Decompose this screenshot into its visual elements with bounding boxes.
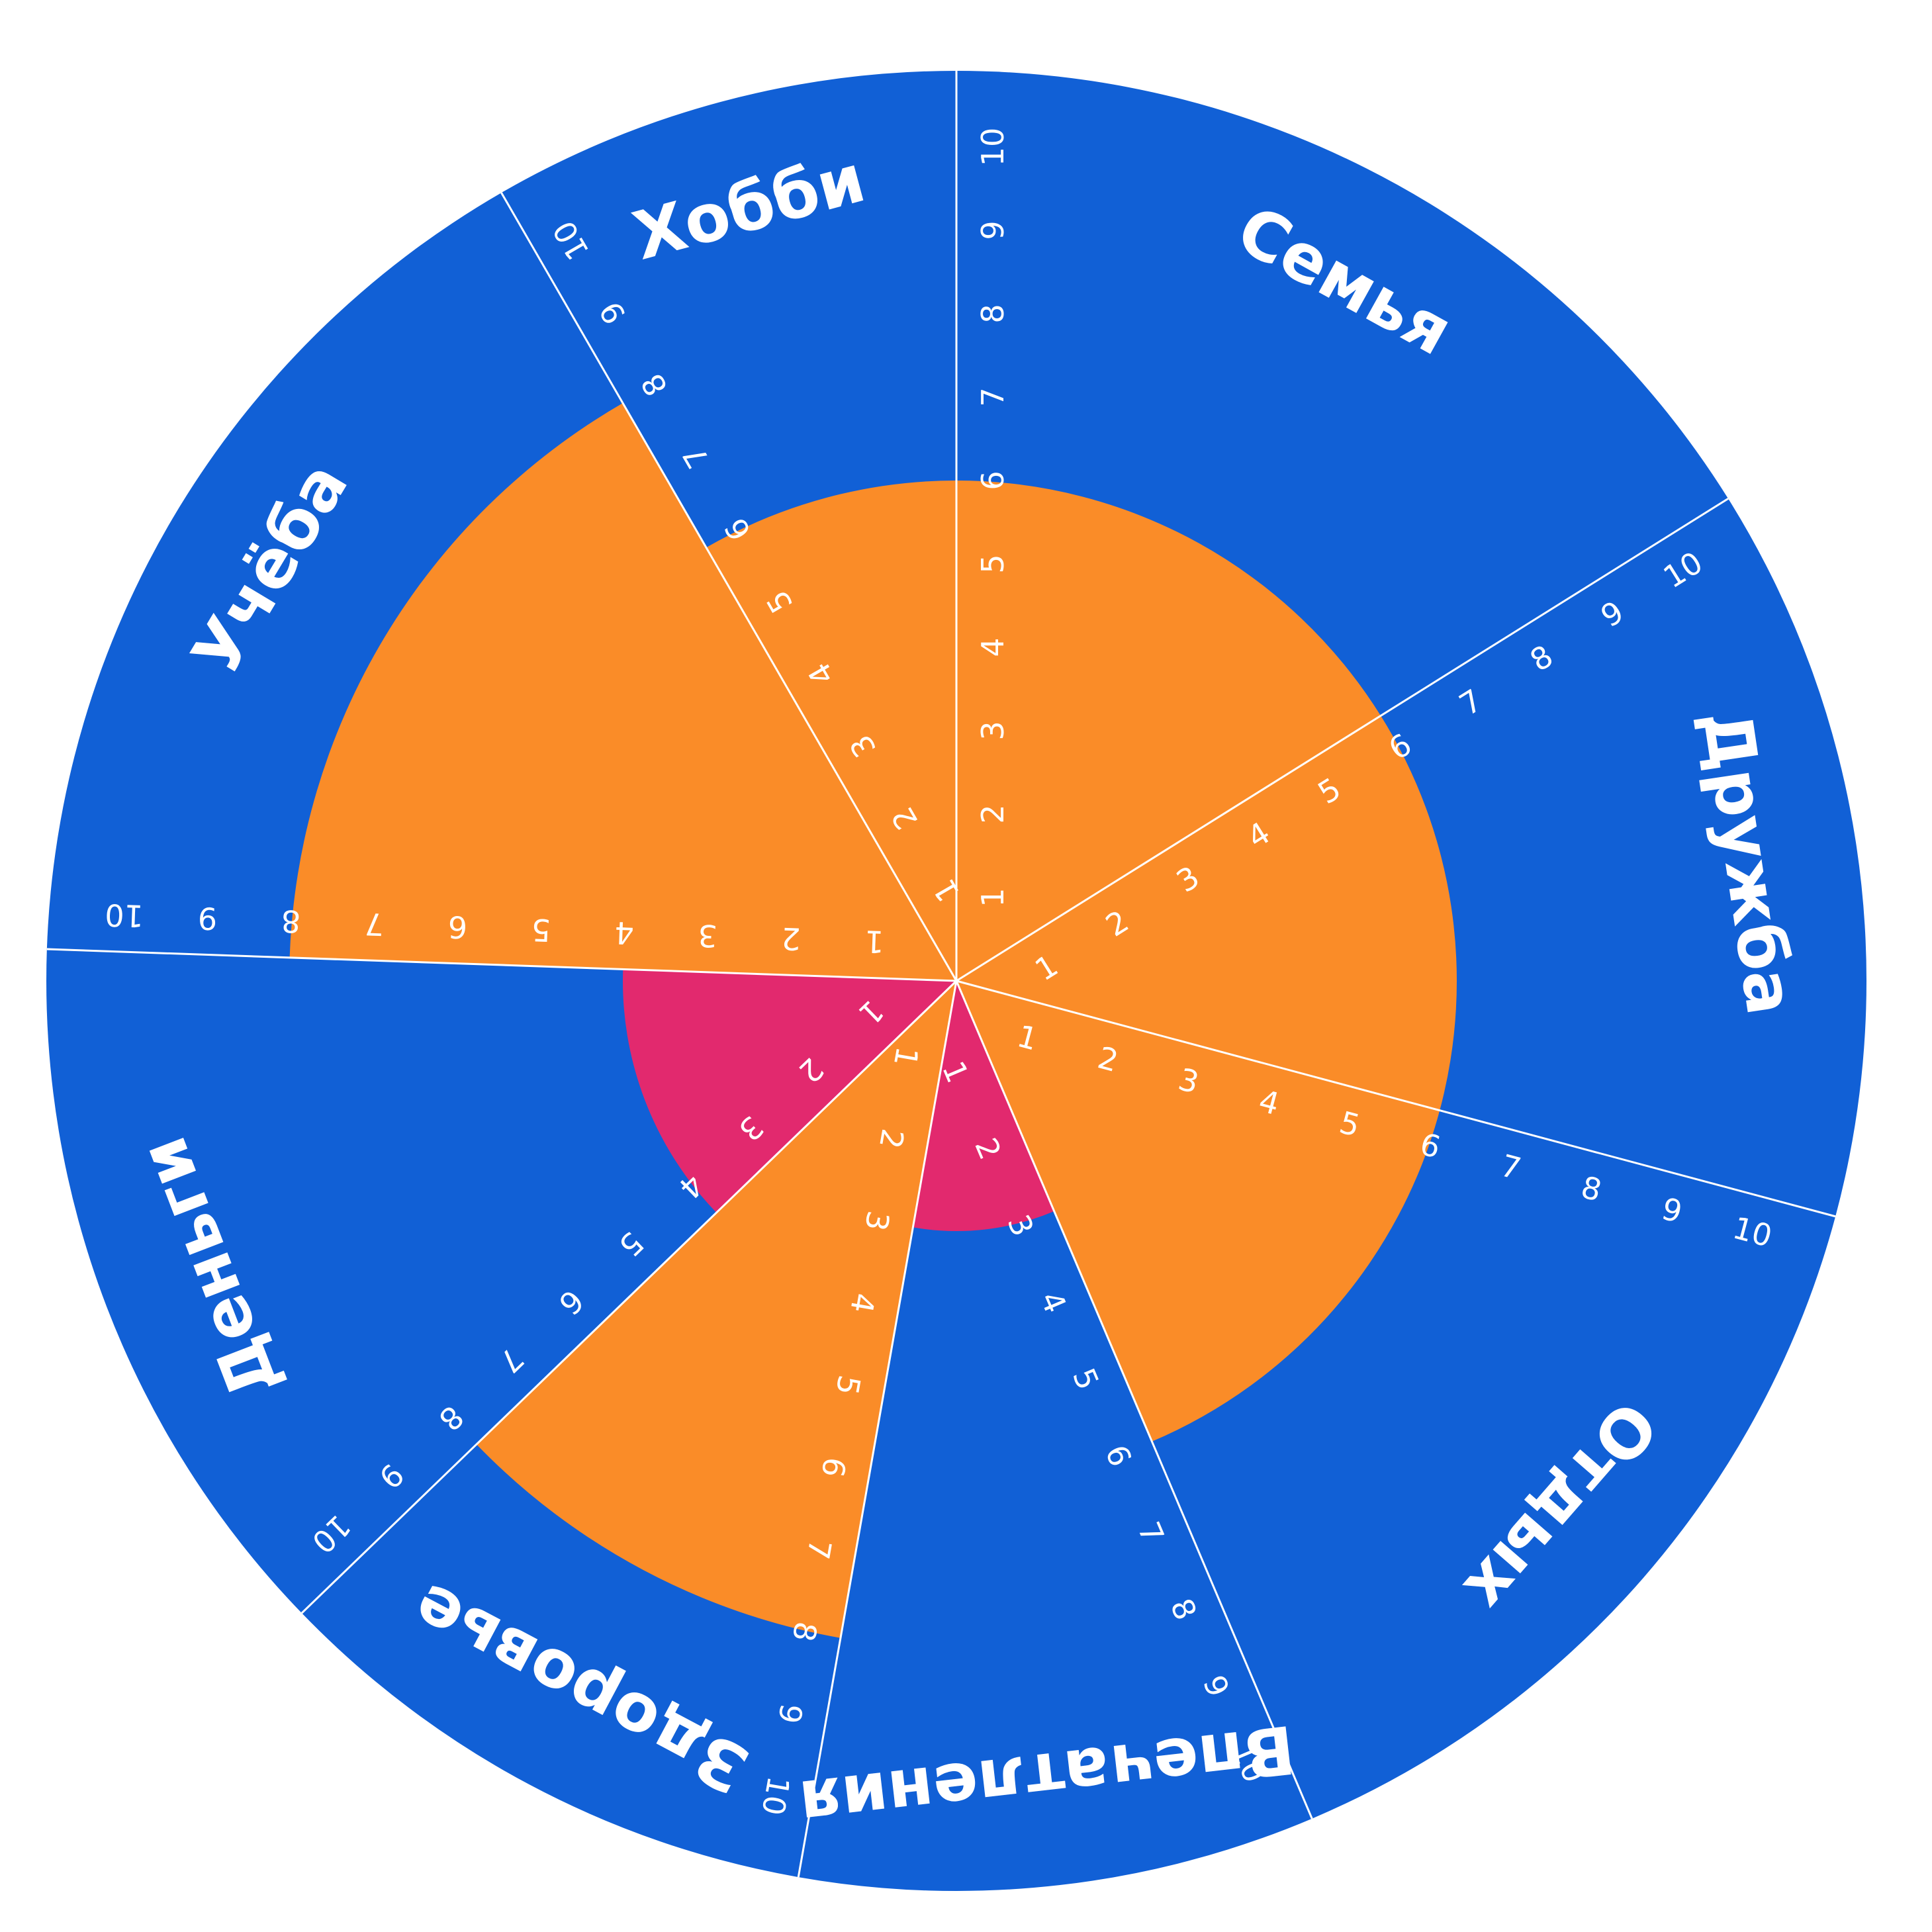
sector-1-tick-label: 4	[975, 637, 1011, 657]
sector-7-tick-label: 1	[864, 923, 884, 960]
sector-1-value-bar	[956, 481, 1381, 981]
sector-1-tick-label: 3	[975, 721, 1011, 740]
sector-7-tick-label: 10	[104, 897, 144, 934]
sector-1-tick-label: 9	[975, 220, 1011, 240]
sector-8-value-bar	[706, 481, 956, 981]
sector-1-tick-label: 1	[975, 888, 1011, 907]
sector-1-tick-label: 7	[975, 387, 1011, 406]
sector-5-value-bar	[476, 981, 956, 1638]
sector-7-tick-label: 7	[364, 906, 385, 943]
sector-1-tick-label: 2	[975, 804, 1011, 823]
sector-7-tick-label: 4	[614, 915, 635, 951]
sector-3-separator	[956, 980, 1836, 1218]
sector-7-tick-label: 3	[698, 917, 718, 954]
sector-1-tick-label: 5	[975, 554, 1011, 573]
sector-7-separator	[46, 948, 957, 982]
sector-2-separator	[956, 498, 1729, 982]
sector-5-tick-label: 10	[755, 1774, 796, 1818]
sector-3-value-bar	[956, 981, 1440, 1442]
sector-1-tick-label: 6	[975, 471, 1011, 490]
separator-layer	[46, 71, 1836, 1878]
sector-4-separator	[955, 980, 1313, 1819]
sector-7-tick-label: 5	[531, 912, 551, 948]
sector-4-value-bar	[913, 981, 1054, 1232]
sector-1-tick-label: 10	[975, 128, 1011, 167]
sector-8-separator	[500, 192, 958, 982]
value-layer	[289, 403, 1457, 1638]
sector-7-tick-label: 9	[197, 900, 218, 937]
sector-7-tick-label: 6	[447, 909, 468, 945]
sector-1-tick-label: 8	[975, 304, 1011, 323]
sector-7-tick-label: 8	[281, 903, 301, 939]
sector-5-separator	[797, 980, 958, 1878]
sector-6-separator	[300, 980, 958, 1614]
sector-7-value-bar	[289, 403, 956, 981]
sector-7-tick-label: 2	[780, 921, 801, 957]
sector-6-value-bar	[623, 969, 956, 1213]
sector-2-value-bar	[956, 715, 1457, 1111]
